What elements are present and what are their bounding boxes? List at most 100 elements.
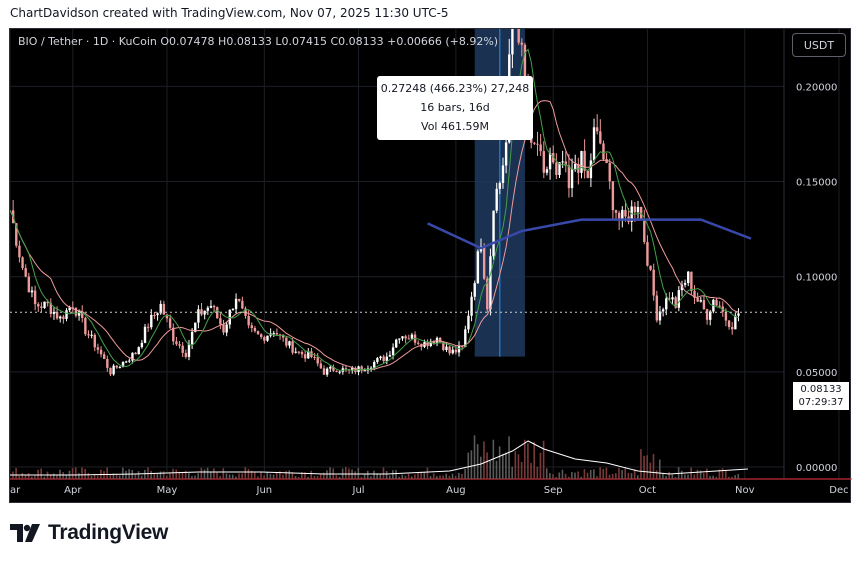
volume-bar (655, 470, 658, 479)
candle-body (379, 356, 382, 359)
candle-body (395, 339, 398, 348)
candle-body (542, 151, 545, 173)
volume-bar (81, 467, 83, 479)
volume-ma-line (10, 440, 748, 476)
volume-bar (275, 471, 278, 479)
candle-body (153, 314, 156, 316)
volume-bar (577, 471, 579, 479)
volume-bar (24, 474, 27, 479)
volume-bar (517, 454, 520, 479)
candle-body (574, 163, 577, 170)
volume-bar (483, 441, 485, 479)
volume-bar (536, 466, 539, 479)
volume-bar (442, 475, 444, 479)
volume-bar (417, 472, 419, 479)
candle-body (690, 271, 693, 291)
volume-bar (370, 476, 372, 479)
tradingview-brand[interactable]: TradingView (10, 519, 168, 547)
volume-bar (279, 471, 281, 479)
candle-body (40, 306, 43, 309)
candle-body (140, 342, 144, 348)
time-tick-label: Apr (64, 485, 82, 496)
currency-button[interactable]: USDT (792, 33, 846, 57)
volume-bar (21, 472, 24, 479)
candle-body (250, 325, 253, 328)
volume-bar (558, 472, 561, 479)
volume-bar (640, 449, 642, 479)
candle-body (37, 304, 40, 307)
volume-bar (495, 460, 498, 479)
volume-bar (436, 476, 438, 479)
volume-bar (244, 467, 247, 479)
candle-body (322, 368, 326, 375)
candle-body (93, 334, 96, 348)
volume-bar (247, 468, 250, 479)
volume-bar (291, 472, 294, 479)
candle-body (266, 335, 269, 341)
volume-bar (272, 474, 275, 479)
candle-body (30, 290, 34, 293)
candle-body (373, 362, 376, 368)
candle-body (162, 303, 166, 315)
volume-bar (159, 471, 162, 479)
volume-bar (84, 468, 86, 479)
candle-body (319, 363, 323, 369)
volume-bar (197, 473, 199, 479)
candle-body (18, 245, 21, 258)
volume-bar (734, 475, 736, 479)
candle-body (731, 326, 734, 330)
volume-bar (724, 470, 727, 479)
volume-bar (187, 473, 190, 479)
volume-bar (473, 435, 476, 479)
low-label: L (275, 35, 282, 48)
candle-body (253, 327, 257, 332)
time-tick-label: ar (10, 485, 21, 496)
tradingview-logo-icon (10, 524, 40, 542)
bar-countdown: 07:29:37 (798, 397, 844, 408)
candle-body (206, 307, 210, 311)
candle-body (558, 162, 561, 175)
candle-body (338, 371, 341, 373)
candle-body (203, 310, 206, 315)
volume-bar (241, 473, 243, 479)
volume-bar (294, 476, 297, 479)
candle-body (511, 29, 514, 55)
volume-bar (414, 474, 416, 479)
time-tick-label: May (157, 485, 178, 496)
volume-bar (480, 456, 482, 479)
volume-bar (627, 472, 630, 479)
candle-body (15, 223, 18, 246)
candle-body (344, 368, 348, 370)
candle-body (617, 212, 621, 221)
volume-bar (665, 476, 667, 479)
volume-bar (90, 476, 93, 479)
candle-body (545, 169, 549, 173)
candle-body (33, 290, 37, 305)
volume-bar (235, 476, 237, 479)
candle-body (687, 271, 690, 284)
volume-bar (658, 459, 661, 479)
volume-bar (385, 471, 388, 479)
candle-body (241, 300, 244, 309)
volume-bar (357, 467, 360, 479)
chart-panel[interactable]: 0.400000.350000.300000.250000.200000.150… (9, 28, 852, 503)
volume-bar (162, 471, 165, 479)
candle-body (614, 210, 618, 213)
volume-bar (464, 468, 466, 479)
volume-bar (574, 472, 576, 479)
volume-bar (319, 473, 322, 479)
volume-bar (539, 452, 542, 479)
candle-body (624, 209, 627, 217)
volume-bar (56, 474, 58, 479)
volume-bar (608, 474, 611, 479)
volume-bar (37, 469, 39, 479)
candle-body (291, 341, 294, 353)
volume-bar (542, 440, 545, 479)
volume-bar (140, 475, 143, 479)
volume-bar (552, 474, 554, 479)
candle-body (307, 351, 310, 359)
measure-change: 0.27248 (466.23%) 27,248 (380, 82, 530, 95)
volume-bar (461, 473, 463, 479)
candle-body (216, 307, 219, 319)
candle-body (222, 324, 225, 333)
